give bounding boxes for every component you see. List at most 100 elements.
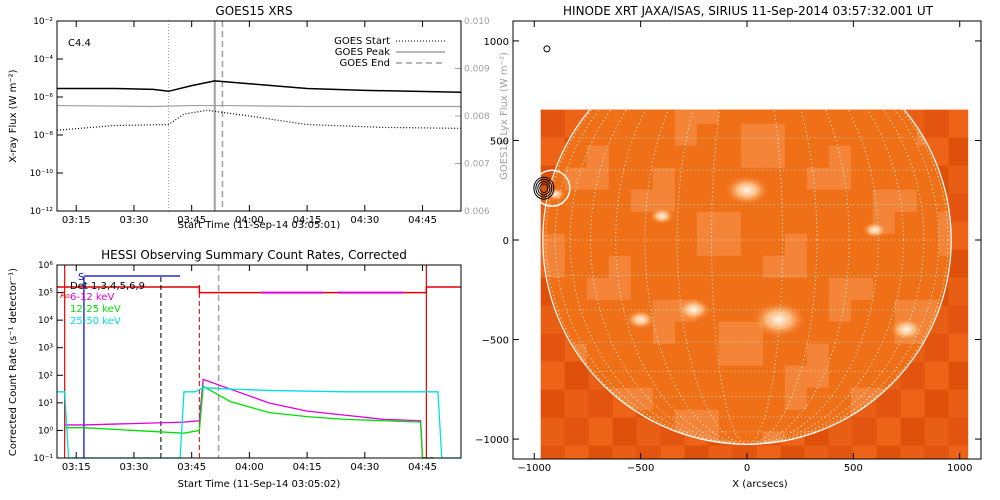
hessi-frame (56, 264, 462, 459)
xrt-bright-region (675, 297, 712, 322)
goes-lya-line (56, 104, 461, 108)
xrt-disk-patch (741, 36, 763, 58)
xrt-frame (512, 20, 982, 460)
xrt-contour (535, 178, 553, 198)
xrt-offlimb-pixel (565, 474, 589, 500)
xrt-disk-patch (828, 277, 851, 300)
xrt-offlimb-pixel (876, 417, 901, 446)
xrt-offlimb-pixel (540, 445, 565, 459)
xrt-offlimb-pixel (588, 445, 613, 459)
xrt-disk-patch (873, 80, 895, 102)
xrt-disk-patch (873, 58, 895, 80)
hessi-ytick-label: 10⁵ (38, 289, 53, 299)
xrt-offlimb-pixel (948, 137, 969, 166)
hessi-ytick-label: 10³ (38, 344, 53, 354)
xrt-longitude-line (569, 109, 925, 445)
hessi-xtick-label: 04:15 (293, 462, 322, 473)
xrt-offlimb-pixel (948, 109, 969, 138)
xrt-offlimb-pixel (901, 474, 925, 500)
xrt-offlimb-pixel (948, 165, 969, 194)
xrt-offlimb-pixel (588, 417, 613, 446)
goes-y2tick-label: 0.007 (464, 160, 490, 170)
xrt-offlimb-pixel (852, 445, 877, 459)
xrt-offlimb-pixel (948, 445, 969, 459)
xrt-offlimb-pixel (948, 361, 969, 390)
xrt-ytick-label: 500 (490, 136, 509, 147)
hessi-series-25-50-keV (57, 387, 461, 459)
xrt-disk-patch (542, 233, 565, 256)
xrt-disk-patch (652, 321, 675, 344)
xrt-offlimb-pixel (900, 417, 925, 446)
xrt-disk-patch (784, 255, 807, 278)
goes-xtick-label: 04:30 (350, 215, 379, 226)
xrt-offlimb-pixel (564, 361, 589, 390)
xrt-offlimb-pixel (804, 445, 829, 459)
goes-ytick-label: 10⁻¹⁰ (30, 169, 54, 179)
xrt-disk-patch (828, 167, 851, 190)
xrt-contour (537, 181, 551, 196)
xrt-disk-patch (850, 277, 873, 300)
goes-y2label: GOES15 Lyx Flux (W m⁻²) (499, 52, 510, 180)
xrt-disk-patch (674, 109, 697, 124)
xrt-disk-patch (696, 109, 719, 124)
xrt-disk-patch (674, 409, 697, 432)
xrt-disk-patch (608, 277, 631, 300)
xrt-offlimb-pixel (564, 445, 589, 459)
xrt-longitude-line (644, 109, 850, 445)
goes-xrs-long-line (57, 80, 462, 93)
xrt-offlimb-pixel (924, 389, 949, 418)
xrt-disk-patch (586, 145, 609, 168)
hessi-title: HESSI Observing Summary Count Rates, Cor… (101, 248, 407, 262)
xrt-bright-region (625, 309, 656, 330)
xrt-offlimb-pixel (756, 445, 781, 459)
xrt-longitude-line (545, 109, 949, 445)
xrt-disk-patch (652, 167, 675, 190)
xrt-offlimb-pixel (949, 474, 973, 500)
xrt-offlimb-pixel (612, 417, 637, 446)
xrt-disk-patch (543, 36, 565, 58)
xrt-offlimb-pixel (540, 109, 565, 138)
xrt-disk-patch (762, 145, 785, 168)
xrt-title: HINODE XRT JAXA/ISAS, SIRIUS 11-Sep-2014… (563, 4, 934, 18)
xrt-xtick-label: 500 (844, 463, 863, 474)
hessi-ytick-label: 10⁴ (38, 316, 53, 326)
xrt-offlimb-pixel (540, 361, 565, 390)
goes-title: GOES15 XRS (215, 4, 292, 18)
xrt-offlimb-pixel (588, 389, 613, 418)
hessi-panel: HESSI Observing Summary Count Rates, Cor… (8, 248, 462, 490)
xrt-offlimb-pixel (612, 445, 637, 459)
legend-goes-start: GOES Start (334, 36, 390, 47)
xrt-disk-patch (872, 189, 895, 212)
xrt-disk-patch (762, 123, 785, 146)
xrt-disk-patch (784, 387, 807, 410)
xrt-image (540, 36, 973, 500)
xrt-offlimb-pixel (684, 445, 709, 459)
goes-flare-class: C4.4 (68, 38, 91, 49)
xrt-offlimb-pixel (660, 445, 685, 459)
xrt-offlimb-pixel (948, 333, 969, 362)
xrt-disk-patch (851, 80, 873, 102)
xrt-xtick-label: −1000 (517, 463, 551, 474)
xrt-offlimb-pixel (636, 445, 661, 459)
hessi-annotation-detectors: Det 1,3,4,5,6,9 (70, 281, 145, 292)
xrt-disk-patch (718, 211, 741, 234)
xrt-bright-region (649, 207, 675, 225)
xrt-xtick-label: 0 (744, 463, 750, 474)
xrt-disk-patch (586, 277, 609, 300)
xrt-disk-patch (828, 299, 851, 322)
xrt-offlimb-pixel (924, 445, 949, 459)
xrt-disk-patch (807, 36, 829, 58)
hessi-ytick-label: 10⁶ (38, 261, 53, 271)
xrt-offlimb-pixel (900, 445, 925, 459)
hessi-ytick-label: 10¹ (38, 399, 53, 409)
goes-y2tick-label: 0.009 (464, 65, 490, 75)
xrt-disk-patch (543, 58, 565, 80)
goes-xtick-label: 03:30 (120, 215, 149, 226)
xrt-limb-circle (542, 109, 952, 445)
legend-goes-peak: GOES Peak (335, 47, 390, 58)
hessi-ytick-label: 10⁰ (38, 426, 53, 436)
xrt-disk-patch (630, 387, 653, 410)
xrt-disk-patch (719, 36, 741, 58)
goes-xtick-label: 03:15 (62, 215, 91, 226)
